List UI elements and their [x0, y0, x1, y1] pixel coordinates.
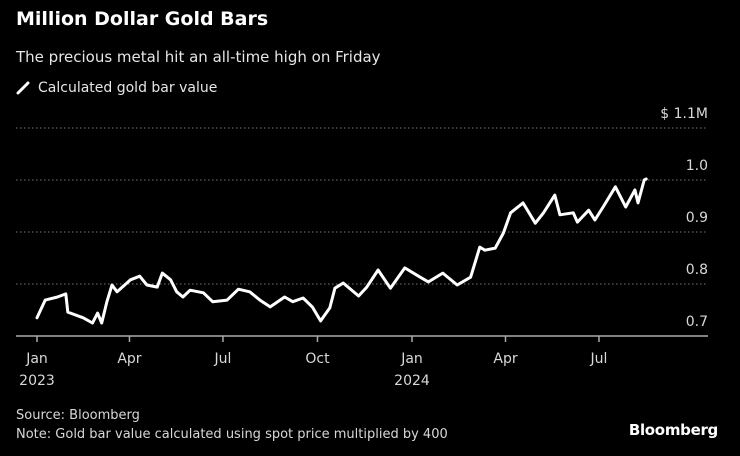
x-tick-label: Apr	[493, 351, 517, 367]
x-tick-label: Jan	[25, 351, 48, 367]
source-text: Source: Bloomberg	[16, 408, 140, 423]
x-tick-label: Apr	[117, 351, 141, 367]
legend-label: Calculated gold bar value	[38, 80, 218, 96]
x-tick-label: Jan	[400, 351, 423, 367]
chart-subtitle: The precious metal hit an all-time high …	[16, 48, 381, 66]
x-tick-label: Jul	[590, 351, 608, 367]
y-tick-label: 0.7	[686, 314, 708, 330]
chart-title: Million Dollar Gold Bars	[16, 8, 269, 30]
x-tick-label: Oct	[305, 351, 330, 367]
series-line	[35, 177, 648, 325]
y-tick-label: 0.9	[686, 210, 708, 226]
x-tick-label: Jul	[214, 351, 232, 367]
y-tick-label: 0.8	[686, 262, 708, 278]
footnotes: Source: Bloomberg Note: Gold bar value c…	[16, 406, 448, 444]
bloomberg-logo: Bloomberg	[628, 421, 718, 439]
y-tick-label: 1.0	[686, 158, 708, 174]
note-text: Note: Gold bar value calculated using sp…	[16, 427, 448, 442]
x-tick-year-label: 2024	[394, 373, 430, 389]
legend-line-icon	[16, 81, 30, 95]
legend: Calculated gold bar value	[16, 80, 217, 96]
x-tick-year-label: 2023	[19, 373, 55, 389]
y-tick-label: $ 1.1M	[660, 106, 708, 122]
